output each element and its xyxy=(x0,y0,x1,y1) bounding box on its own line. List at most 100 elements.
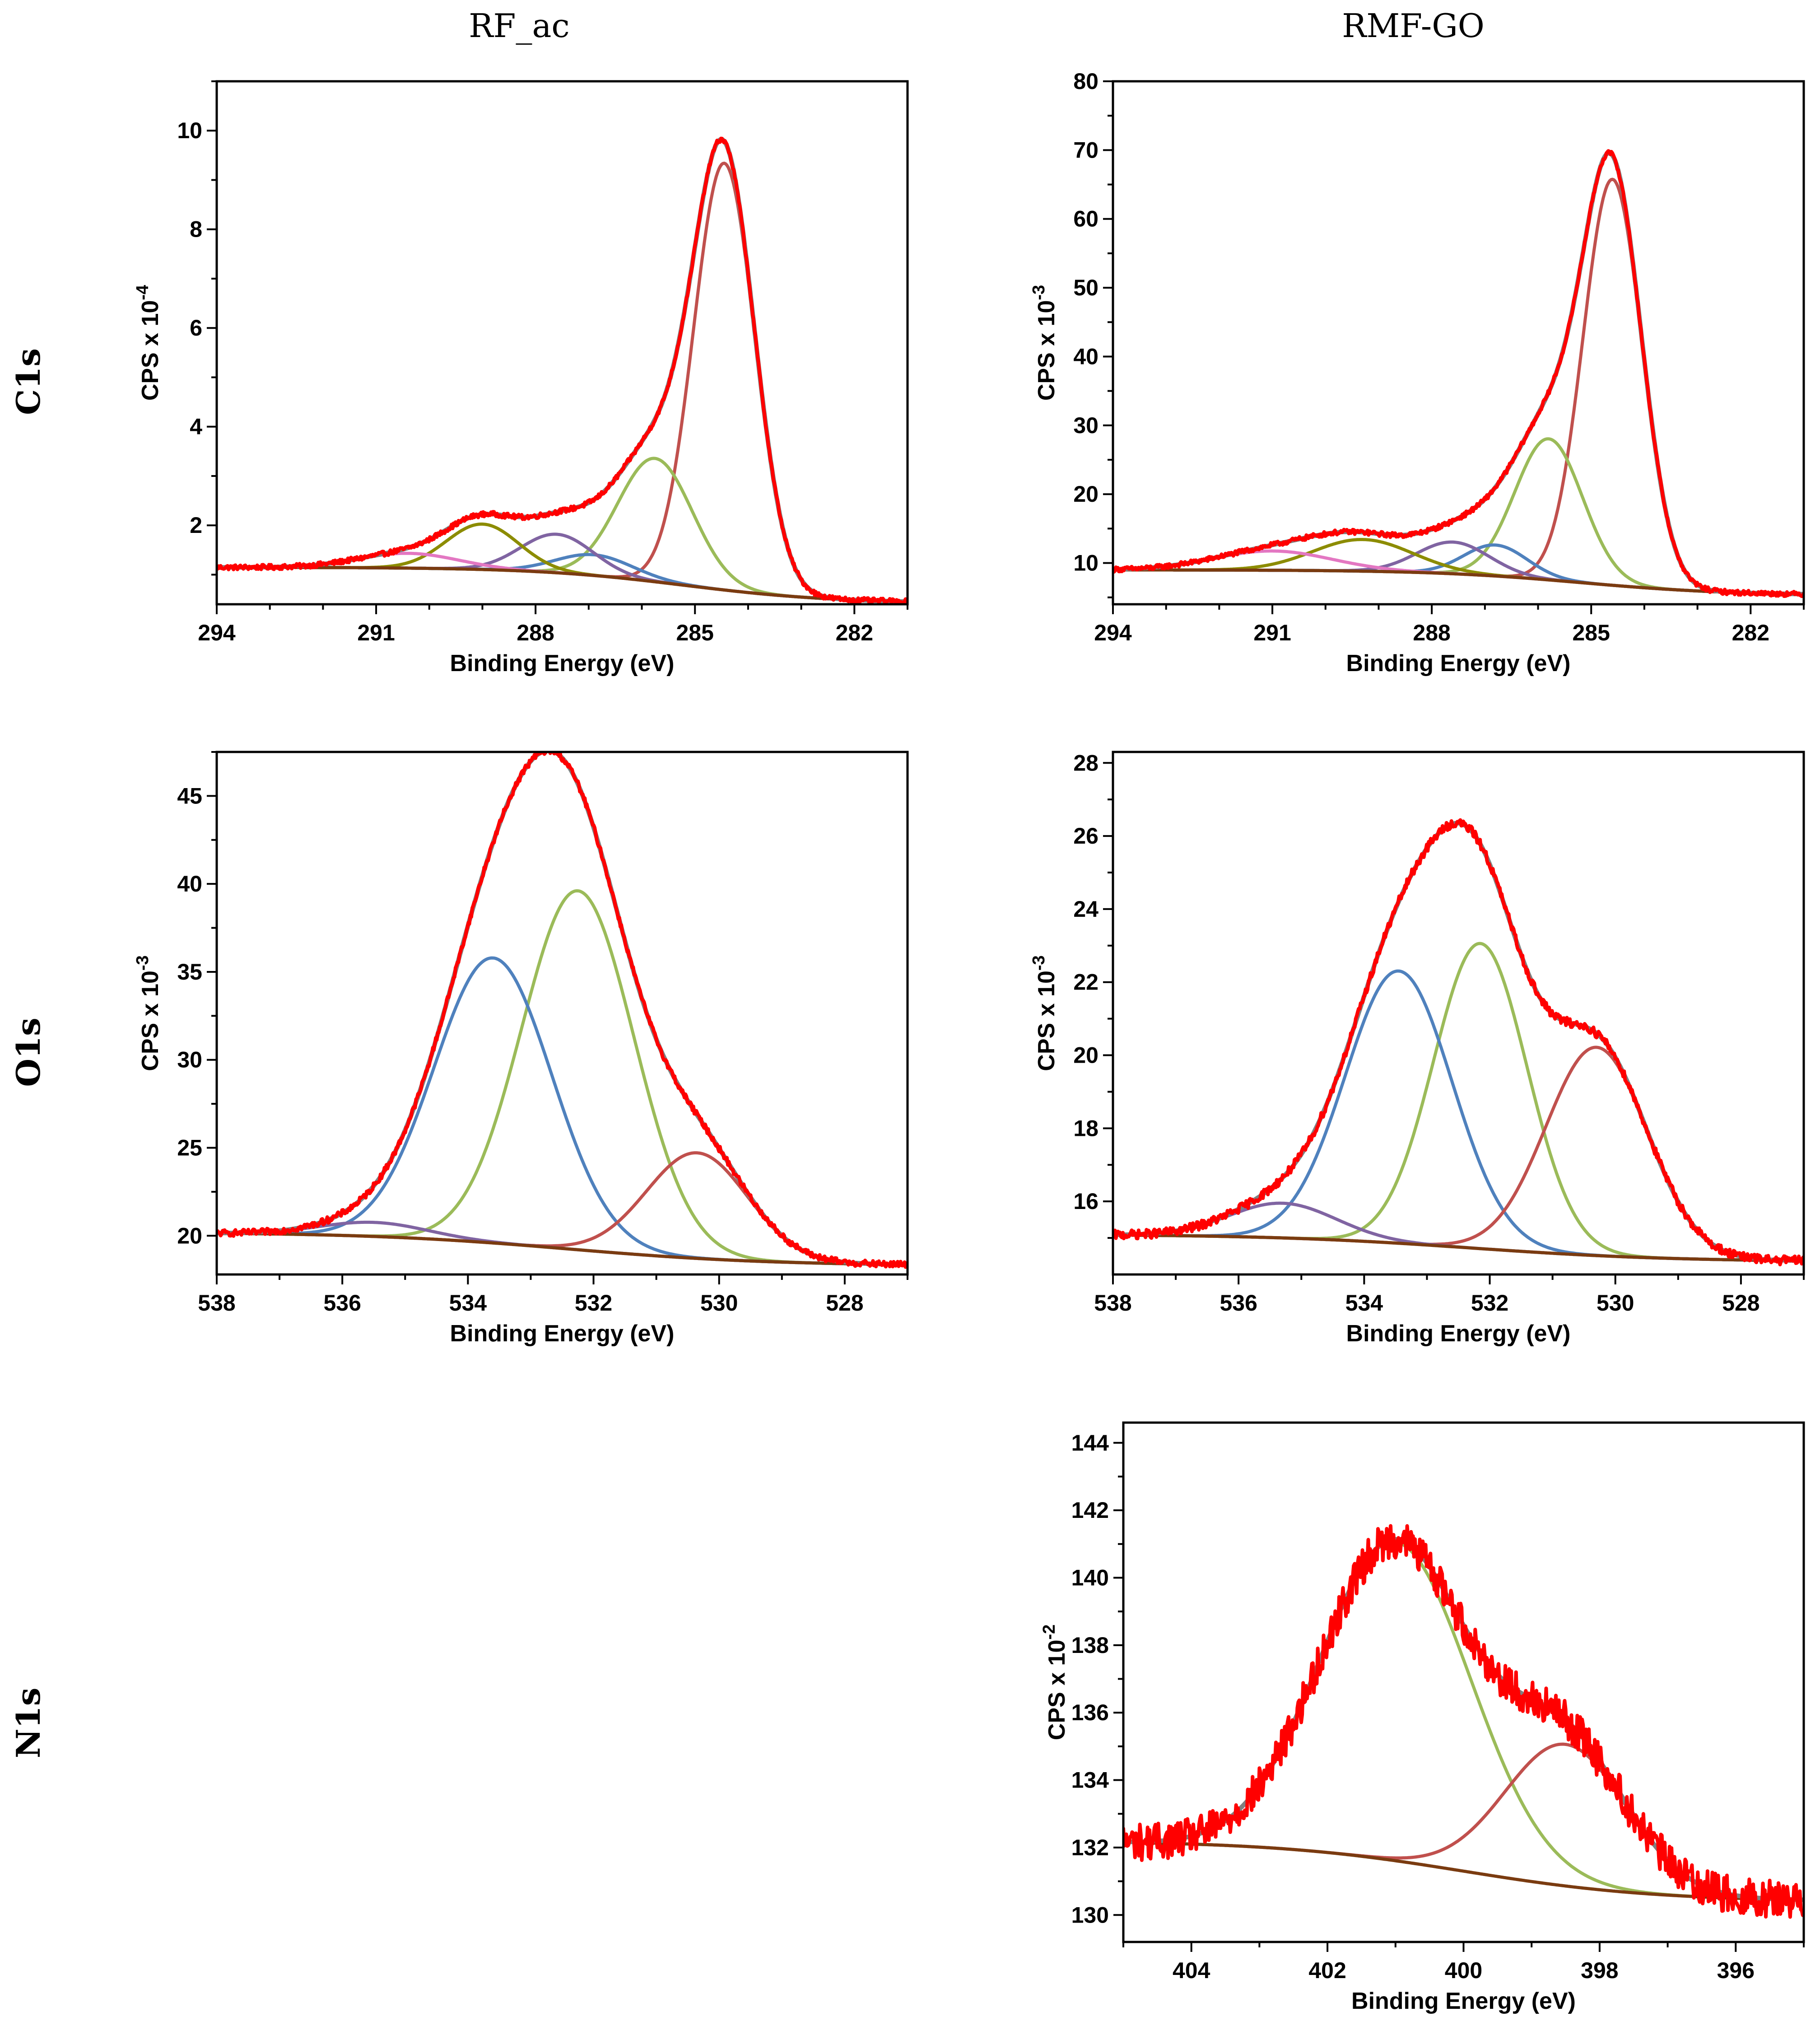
y-tick-label: 6 xyxy=(190,315,202,341)
x-tick-label: 538 xyxy=(1094,1290,1131,1316)
x-tick-label: 285 xyxy=(1573,620,1610,645)
x-tick-label: 288 xyxy=(1413,620,1450,645)
y-axis-label: CPS x 10-3 xyxy=(1029,285,1060,401)
y-tick-label: 25 xyxy=(177,1135,202,1161)
x-tick-label: 404 xyxy=(1173,1958,1210,1983)
x-tick-label: 528 xyxy=(826,1290,863,1316)
x-axis-label: Binding Energy (eV) xyxy=(1351,1988,1576,2014)
x-tick-label: 534 xyxy=(449,1290,487,1316)
y-tick-label: 30 xyxy=(177,1047,202,1073)
y-tick-label: 4 xyxy=(190,414,202,439)
y-axis-label: CPS x 10-3 xyxy=(1029,955,1060,1071)
x-tick-label: 282 xyxy=(1732,620,1769,645)
row-header-n1s: N1s xyxy=(9,1688,47,1758)
y-axis-label: CPS x 10-2 xyxy=(1040,1624,1070,1740)
y-tick-label: 2 xyxy=(190,513,202,538)
background-line xyxy=(1113,568,1804,596)
panel-c1s-rf-ac: 294 291 288 285 282 2 4 6 8 10 Binding Energy (eV)… xyxy=(133,80,909,677)
y-tick-label: 134 xyxy=(1071,1768,1109,1793)
x-tick-label: 536 xyxy=(323,1290,361,1316)
x-tick-label: 528 xyxy=(1722,1290,1759,1316)
x-tick-label: 294 xyxy=(198,620,236,645)
x-tick-label: 532 xyxy=(1471,1290,1508,1316)
x-tick-label: 294 xyxy=(1094,620,1132,645)
fit-envelope xyxy=(217,137,908,604)
column-header-rf-ac: RF_ac xyxy=(469,7,569,45)
y-tick-label: 40 xyxy=(1073,344,1099,369)
panel-n1s-rmf-go: 404 402 400 398 396 130 132 134 136 138 140 142 144 B… xyxy=(1040,1421,1805,2014)
y-tick-label: 16 xyxy=(1073,1189,1099,1214)
y-tick-label: 26 xyxy=(1073,823,1099,849)
x-tick-label: 402 xyxy=(1308,1958,1346,1983)
y-tick-label: 28 xyxy=(1073,750,1099,775)
y-tick-label: 50 xyxy=(1073,275,1099,300)
x-tick-label: 530 xyxy=(700,1290,738,1316)
x-axis-label: Binding Energy (eV) xyxy=(1346,1321,1571,1347)
fit-envelope xyxy=(1113,821,1804,1263)
y-tick-label: 138 xyxy=(1071,1633,1109,1658)
y-tick-label: 20 xyxy=(177,1223,202,1248)
measured-spectrum xyxy=(1123,1524,1804,1919)
y-tick-label: 30 xyxy=(1073,413,1099,438)
fit-envelope xyxy=(1113,150,1804,597)
y-axis-label: CPS x 10-3 xyxy=(133,955,163,1071)
x-axis-label: Binding Energy (eV) xyxy=(1346,650,1571,677)
panel-o1s-rmf-go: 538 536 534 532 530 528 16 18 20 22 24 26 28 Binding … xyxy=(1029,750,1805,1347)
y-tick-label: 140 xyxy=(1071,1565,1109,1591)
component-red xyxy=(1113,177,1804,596)
y-tick-label: 24 xyxy=(1073,896,1099,922)
x-tick-label: 536 xyxy=(1220,1290,1257,1316)
component-green xyxy=(217,889,908,1266)
y-tick-label: 70 xyxy=(1073,137,1099,163)
background-line xyxy=(1123,1841,1804,1902)
x-tick-label: 532 xyxy=(575,1290,612,1316)
plot-frame xyxy=(1122,1421,1805,1943)
x-tick-label: 398 xyxy=(1581,1958,1618,1983)
measured-spectrum xyxy=(1113,818,1804,1266)
y-tick-label: 144 xyxy=(1071,1430,1109,1456)
measured-spectrum xyxy=(217,752,908,1269)
x-tick-label: 534 xyxy=(1345,1290,1383,1316)
y-tick-label: 40 xyxy=(177,871,202,896)
fit-envelope xyxy=(217,752,908,1267)
y-tick-label: 132 xyxy=(1071,1835,1109,1860)
y-tick-label: 10 xyxy=(1073,551,1099,576)
background-line xyxy=(217,565,908,603)
y-tick-label: 8 xyxy=(190,217,202,242)
y-tick-label: 35 xyxy=(177,959,202,985)
x-axis-label: Binding Energy (eV) xyxy=(450,650,675,677)
x-tick-label: 396 xyxy=(1717,1958,1755,1983)
x-tick-label: 288 xyxy=(517,620,554,645)
y-tick-label: 18 xyxy=(1073,1116,1099,1141)
y-axis-label: CPS x 10-4 xyxy=(133,285,163,401)
panel-c1s-rmf-go: 294 291 288 285 282 10 20 30 40 50 60 70 80 Binding E… xyxy=(1029,69,1805,677)
x-tick-label: 285 xyxy=(676,620,714,645)
x-axis-label: Binding Energy (eV) xyxy=(450,1321,675,1347)
plot-frame xyxy=(1112,80,1805,606)
row-header-o1s: O1s xyxy=(9,1018,47,1087)
measured-spectrum xyxy=(217,136,908,604)
x-tick-label: 530 xyxy=(1597,1290,1634,1316)
background-line xyxy=(1113,1233,1804,1262)
y-tick-label: 142 xyxy=(1071,1498,1109,1523)
y-tick-label: 60 xyxy=(1073,206,1099,232)
measured-spectrum xyxy=(1113,149,1804,598)
column-header-rmf-go: RMF-GO xyxy=(1342,7,1485,45)
plot-frame xyxy=(215,80,909,606)
x-tick-label: 291 xyxy=(1253,620,1291,645)
plot-frame xyxy=(1112,751,1805,1276)
plot-frame xyxy=(215,751,909,1276)
y-tick-label: 22 xyxy=(1073,970,1099,995)
y-tick-label: 80 xyxy=(1073,69,1099,94)
row-header-c1s: C1s xyxy=(9,348,47,415)
x-tick-label: 538 xyxy=(198,1290,235,1316)
y-tick-label: 45 xyxy=(177,783,202,808)
x-tick-label: 291 xyxy=(357,620,395,645)
component-purple xyxy=(217,1220,908,1266)
background-line xyxy=(217,1232,908,1266)
y-tick-label: 20 xyxy=(1073,481,1099,507)
y-tick-label: 130 xyxy=(1071,1902,1109,1928)
y-tick-label: 10 xyxy=(177,118,202,143)
y-tick-label: 136 xyxy=(1071,1700,1109,1725)
